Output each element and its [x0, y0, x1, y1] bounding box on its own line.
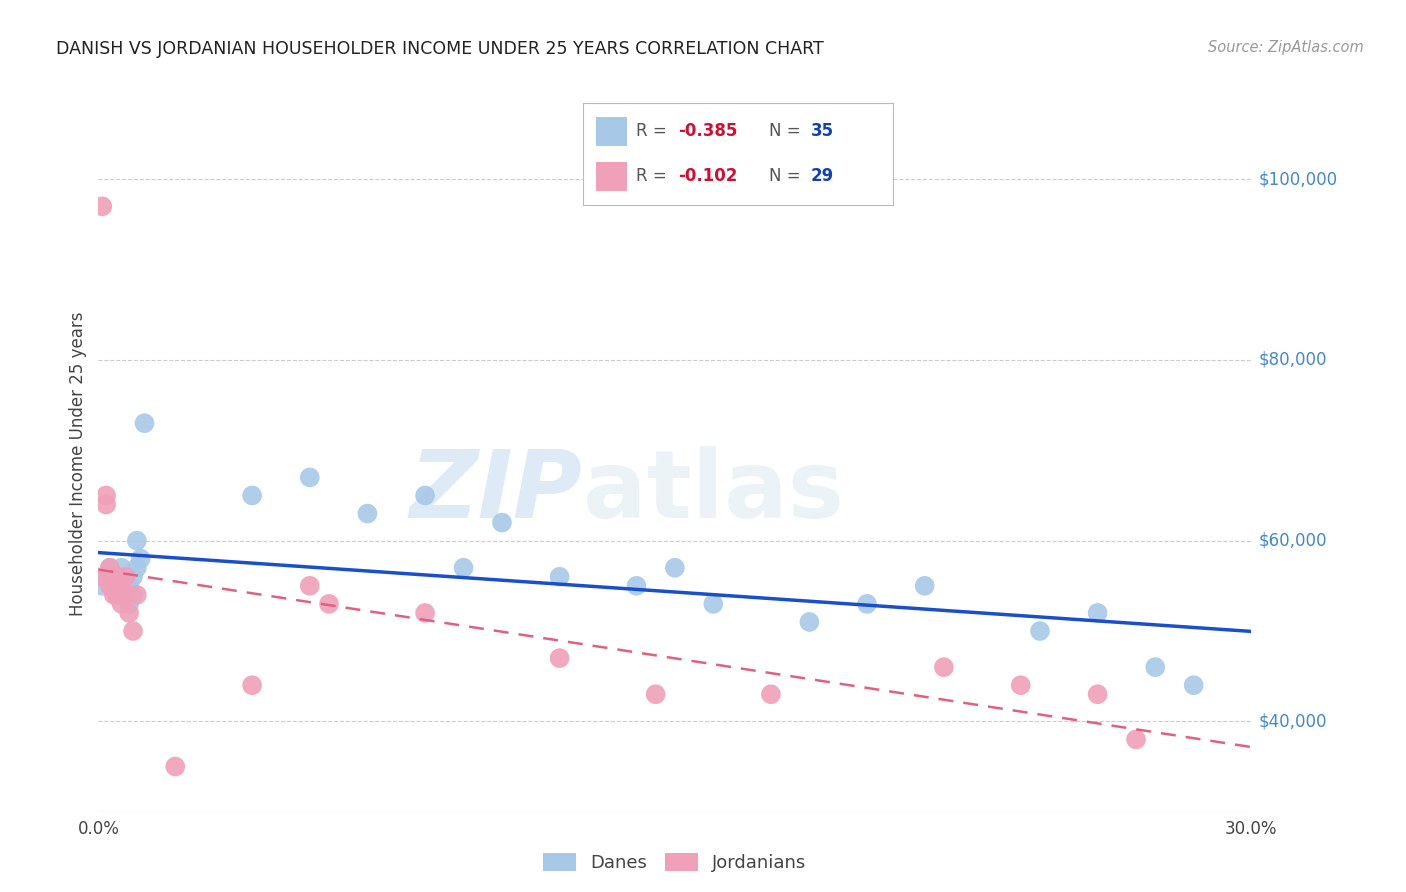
- Point: [91, 199, 114, 213]
- Point: [118, 606, 141, 620]
- Point: [103, 579, 125, 593]
- Text: 29: 29: [811, 168, 834, 186]
- Point: [114, 588, 136, 602]
- Point: [914, 579, 936, 593]
- Point: [98, 579, 121, 593]
- Point: [129, 551, 152, 566]
- Point: [298, 470, 321, 484]
- Point: [118, 579, 141, 593]
- Point: [932, 660, 955, 674]
- Text: $80,000: $80,000: [1258, 351, 1327, 369]
- Point: [125, 560, 148, 574]
- Point: [1010, 678, 1032, 692]
- Point: [491, 516, 513, 530]
- Point: [165, 759, 187, 773]
- Point: [548, 651, 571, 665]
- Point: [626, 579, 648, 593]
- Text: R =: R =: [636, 168, 672, 186]
- Point: [413, 488, 436, 502]
- Legend: Danes, Jordanians: Danes, Jordanians: [536, 846, 814, 880]
- Point: [107, 588, 129, 602]
- Point: [856, 597, 879, 611]
- Text: Source: ZipAtlas.com: Source: ZipAtlas.com: [1208, 40, 1364, 55]
- Bar: [596, 162, 627, 191]
- Point: [1182, 678, 1205, 692]
- Text: ZIP: ZIP: [409, 446, 582, 538]
- Point: [759, 687, 782, 701]
- Point: [318, 597, 340, 611]
- Text: R =: R =: [636, 122, 672, 140]
- Point: [134, 416, 156, 430]
- Text: DANISH VS JORDANIAN HOUSEHOLDER INCOME UNDER 25 YEARS CORRELATION CHART: DANISH VS JORDANIAN HOUSEHOLDER INCOME U…: [56, 40, 824, 58]
- Point: [122, 624, 145, 638]
- Text: $60,000: $60,000: [1258, 532, 1327, 549]
- Point: [114, 588, 136, 602]
- Text: atlas: atlas: [582, 446, 844, 538]
- Point: [98, 560, 121, 574]
- Point: [110, 560, 132, 574]
- Point: [548, 570, 571, 584]
- Point: [110, 597, 132, 611]
- Y-axis label: Householder Income Under 25 years: Householder Income Under 25 years: [69, 311, 87, 616]
- Point: [298, 579, 321, 593]
- Point: [1087, 687, 1109, 701]
- Point: [114, 570, 136, 584]
- Point: [240, 488, 263, 502]
- Point: [98, 560, 121, 574]
- Point: [107, 588, 129, 602]
- Point: [1144, 660, 1167, 674]
- Point: [107, 570, 129, 584]
- Point: [125, 588, 148, 602]
- Point: [356, 507, 378, 521]
- Point: [122, 588, 145, 602]
- Point: [664, 560, 686, 574]
- Point: [644, 687, 666, 701]
- Point: [103, 588, 125, 602]
- Point: [702, 597, 724, 611]
- Text: $100,000: $100,000: [1258, 170, 1337, 188]
- Point: [122, 570, 145, 584]
- Point: [103, 570, 125, 584]
- Point: [1029, 624, 1052, 638]
- Point: [110, 579, 132, 593]
- Point: [91, 570, 114, 584]
- Point: [114, 570, 136, 584]
- Point: [453, 560, 475, 574]
- Point: [94, 488, 117, 502]
- Point: [125, 533, 148, 548]
- Bar: [596, 117, 627, 145]
- Text: $40,000: $40,000: [1258, 713, 1327, 731]
- Text: -0.385: -0.385: [678, 122, 737, 140]
- Point: [107, 570, 129, 584]
- Text: 35: 35: [811, 122, 834, 140]
- Point: [94, 570, 117, 584]
- Point: [110, 579, 132, 593]
- Point: [1087, 606, 1109, 620]
- Point: [1125, 732, 1147, 747]
- Point: [413, 606, 436, 620]
- Point: [94, 498, 117, 512]
- Point: [240, 678, 263, 692]
- Point: [118, 597, 141, 611]
- Point: [91, 579, 114, 593]
- Text: -0.102: -0.102: [678, 168, 737, 186]
- Text: N =: N =: [769, 122, 806, 140]
- Point: [799, 615, 821, 629]
- Text: N =: N =: [769, 168, 806, 186]
